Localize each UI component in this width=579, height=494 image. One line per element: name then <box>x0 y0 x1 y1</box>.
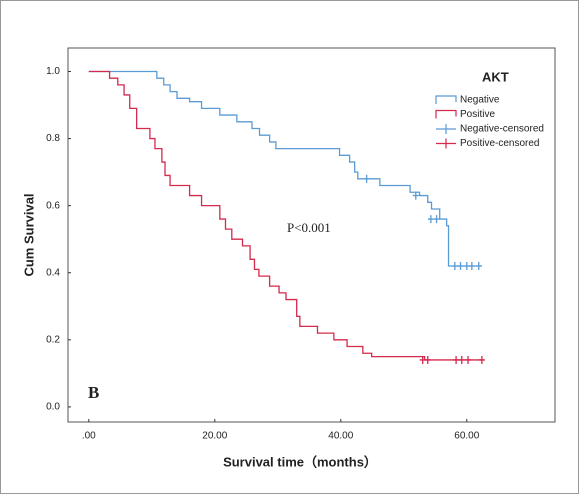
legend-label: Negative <box>460 95 500 106</box>
censor-mark <box>419 355 426 364</box>
y-tick-label: 0.4 <box>46 267 60 278</box>
panel-label: B <box>88 383 99 402</box>
censor-mark <box>363 174 370 183</box>
survival-line <box>88 70 482 267</box>
annotation: P<0.001 <box>287 220 331 235</box>
censor-mark <box>465 355 472 364</box>
legend-title: AKT <box>482 69 509 84</box>
x-tick-label: 40.00 <box>328 431 353 442</box>
x-tick-label: .00 <box>82 431 96 442</box>
censor-mark <box>457 262 464 271</box>
censor-mark <box>463 262 470 271</box>
censor-mark <box>453 355 460 364</box>
censor-mark <box>458 355 465 364</box>
x-tick-label: 60.00 <box>454 431 479 442</box>
survival-line <box>88 70 484 361</box>
legend-swatch <box>435 95 457 104</box>
y-tick-label: 1.0 <box>46 66 60 77</box>
censor-mark <box>424 355 431 364</box>
legend-label: Positive <box>460 109 495 120</box>
legend-swatch <box>436 124 456 134</box>
y-tick-label: 0.8 <box>46 133 60 144</box>
censor-mark <box>427 215 434 224</box>
y-tick-label: 0.6 <box>46 200 60 211</box>
legend-label: Negative-censored <box>460 124 544 135</box>
y-tick-label: 0.2 <box>46 334 60 345</box>
censor-mark <box>478 355 485 364</box>
x-tick-label: 20.00 <box>202 431 227 442</box>
censor-mark <box>433 215 440 224</box>
censor-mark <box>468 262 475 271</box>
y-tick-label: 0.0 <box>46 402 60 413</box>
y-axis-title: Cum Survival <box>21 193 36 276</box>
legend-swatch <box>436 138 456 149</box>
censor-mark <box>475 262 482 271</box>
legend-label: Positive-censored <box>460 138 539 149</box>
legend-swatch <box>435 109 457 119</box>
x-axis-title: Survival time（months） <box>223 454 377 469</box>
censor-mark <box>412 191 419 200</box>
censor-mark <box>451 262 458 271</box>
